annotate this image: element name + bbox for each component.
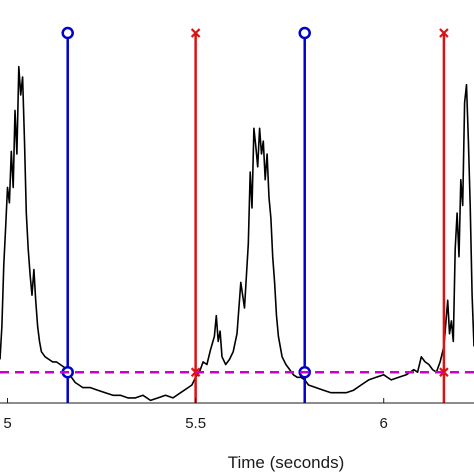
- x-axis-title: Time (seconds): [228, 453, 345, 472]
- x-tick-label-0: 5: [3, 415, 11, 432]
- x-tick-label-2: 6: [380, 415, 388, 432]
- x-tick-label-1: 5.5: [185, 415, 206, 432]
- onset-top-marker-1: [298, 26, 311, 40]
- series-line-0: [0, 65, 474, 402]
- onset-top-marker-0: [61, 26, 74, 40]
- offset-top-marker-1: [439, 28, 449, 38]
- offset-top-marker-0: [190, 28, 201, 38]
- plot-area: 5 5.5 6: [0, 26, 474, 432]
